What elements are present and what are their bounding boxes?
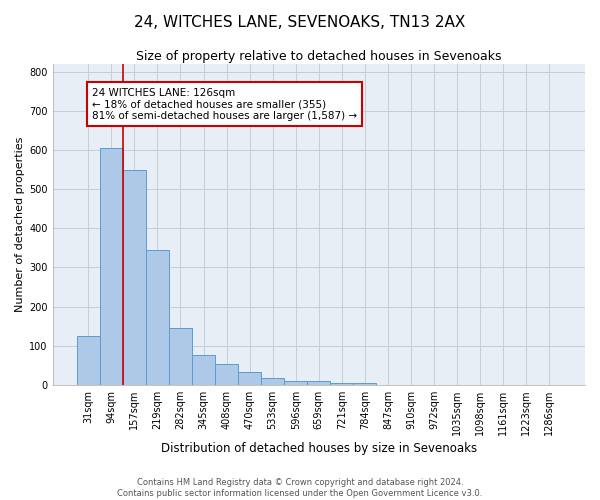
Bar	[169, 328, 192, 384]
Bar	[215, 364, 238, 384]
Text: 24 WITCHES LANE: 126sqm
← 18% of detached houses are smaller (355)
81% of semi-d: 24 WITCHES LANE: 126sqm ← 18% of detache…	[92, 88, 357, 121]
Bar	[261, 378, 284, 384]
Bar	[123, 170, 146, 384]
Title: Size of property relative to detached houses in Sevenoaks: Size of property relative to detached ho…	[136, 50, 502, 63]
Bar	[353, 382, 376, 384]
Bar	[238, 372, 261, 384]
Bar	[100, 148, 123, 384]
Bar	[77, 336, 100, 384]
Y-axis label: Number of detached properties: Number of detached properties	[15, 136, 25, 312]
Bar	[284, 381, 307, 384]
Bar	[307, 381, 330, 384]
Bar	[330, 382, 353, 384]
Bar	[146, 250, 169, 384]
X-axis label: Distribution of detached houses by size in Sevenoaks: Distribution of detached houses by size …	[161, 442, 477, 455]
Bar	[192, 356, 215, 384]
Text: 24, WITCHES LANE, SEVENOAKS, TN13 2AX: 24, WITCHES LANE, SEVENOAKS, TN13 2AX	[134, 15, 466, 30]
Text: Contains HM Land Registry data © Crown copyright and database right 2024.
Contai: Contains HM Land Registry data © Crown c…	[118, 478, 482, 498]
